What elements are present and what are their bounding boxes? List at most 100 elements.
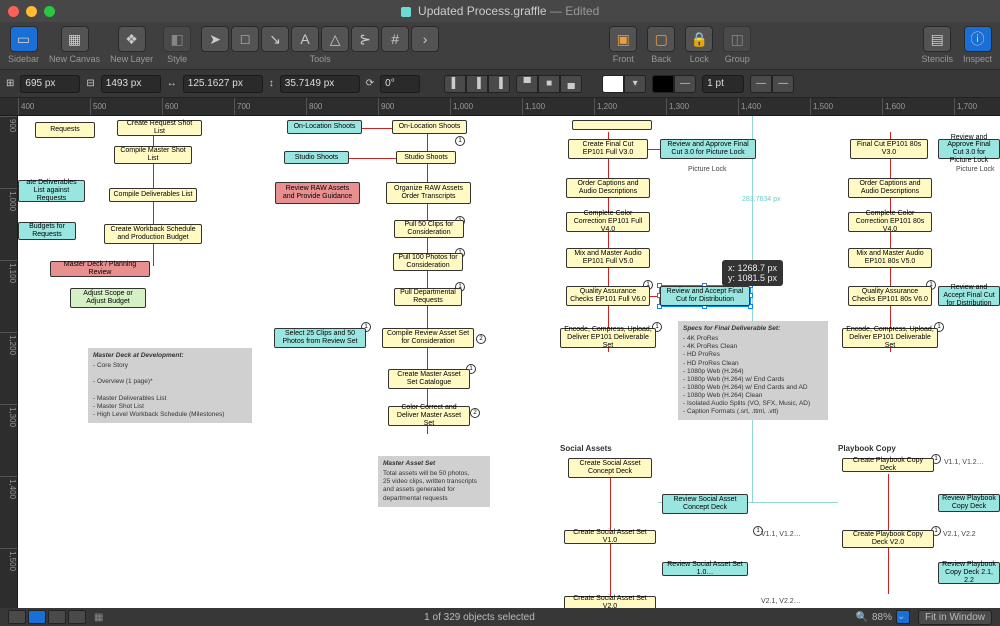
minimize-icon[interactable] [26, 6, 37, 17]
rot-input[interactable] [380, 75, 420, 93]
stroke-style[interactable]: — [674, 75, 696, 93]
stroke-color[interactable] [652, 75, 674, 93]
x-input[interactable] [20, 75, 80, 93]
guide-vertical[interactable] [752, 116, 753, 502]
flow-box-e7[interactable]: Review and Accept Final Cut for Distribu… [660, 286, 750, 306]
flow-box-c5[interactable]: ate Deliverables List against Requests [18, 180, 85, 202]
flow-box-d7[interactable]: Pull 50 Clips for Consideration [394, 220, 464, 238]
flow-box-c4[interactable]: Compile Deliverables List [109, 188, 197, 202]
flow-box-d12[interactable]: Create Master Asset Set Catalogue [388, 369, 470, 389]
view-grid[interactable] [48, 610, 66, 624]
front-button[interactable]: ▣ [609, 26, 637, 52]
flow-box-g3[interactable]: Create Social Asset Set V1.0 [564, 530, 656, 544]
canvas-tool[interactable]: # [381, 26, 409, 52]
w-input[interactable] [183, 75, 263, 93]
y-input[interactable] [101, 75, 161, 93]
flow-box-f5[interactable]: Mix and Master Audio EP101 80s V5.0 [848, 248, 932, 268]
flow-box-e2[interactable]: Review and Approve Final Cut 3.0 for Pic… [660, 139, 756, 159]
view-outline[interactable] [28, 610, 46, 624]
flow-box-g5[interactable]: Create Social Asset Set V2.0 [564, 596, 656, 608]
style-button[interactable]: ◧ [163, 26, 191, 52]
pen-tool[interactable]: △ [321, 26, 349, 52]
close-icon[interactable] [8, 6, 19, 17]
zoom-value[interactable]: 88% [872, 612, 892, 623]
align-bot[interactable]: ▄ [560, 75, 582, 93]
flow-box-d10[interactable]: Select 25 Clips and 50 Photos from Revie… [274, 328, 366, 348]
align-left[interactable]: ▌ [444, 75, 466, 93]
align-right[interactable]: ▐ [488, 75, 510, 93]
flow-box-d2[interactable]: On-Location Shoots [392, 120, 467, 134]
flow-box-f2[interactable]: Review and Approve Final Cut 3.0 for Pic… [938, 139, 1000, 159]
flow-box-d1[interactable]: On-Location Shoots [287, 120, 362, 134]
point-tool[interactable]: ⊱ [351, 26, 379, 52]
shape-tool[interactable]: □ [231, 26, 259, 52]
flow-box-f3[interactable]: Order Captions and Audio Descriptions [848, 178, 932, 198]
flow-box-c6[interactable]: Budgets for Requests [18, 222, 76, 240]
expand-tool[interactable]: › [411, 26, 439, 52]
flow-box-c7[interactable]: Create Workback Schedule and Production … [104, 224, 202, 244]
flow-box-h2[interactable]: Review Playbook Copy Deck [938, 494, 1000, 512]
ruler-vertical[interactable]: 9001,0001,1001,2001,3001,4001,500 [0, 116, 18, 608]
flow-box-e1[interactable]: Create Final Cut EP101 Full V3.0 [568, 139, 648, 159]
flow-box-d8[interactable]: Pull 100 Photos for Consideration [393, 253, 463, 271]
canvas-viewport[interactable]: 283.7634 px Social Assets Playbook Copy [18, 116, 1000, 608]
fill-type[interactable]: ▾ [624, 75, 646, 93]
zoom-icon[interactable] [44, 6, 55, 17]
flow-box-h4[interactable]: Review Playbook Copy Deck 2.1, 2.2 [938, 562, 1000, 584]
stroke-pt-input[interactable] [702, 75, 744, 93]
flow-box-d6[interactable]: Organize RAW Assets Order Transcripts [386, 182, 471, 204]
flow-box-f6[interactable]: Quality Assurance Checks EP101 80s V6.0 [848, 286, 932, 306]
zoom-stepper[interactable]: ⌄ [896, 610, 910, 624]
flow-box-g1[interactable]: Create Social Asset Concept Deck [568, 458, 652, 478]
flow-box-f4[interactable]: Complete Color Correction EP101 80s V4.0 [848, 212, 932, 232]
h-input[interactable] [280, 75, 360, 93]
flow-box-c9[interactable]: Adjust Scope or Adjust Budget [70, 288, 146, 308]
lock-button[interactable]: 🔒 [685, 26, 713, 52]
flow-box-h1[interactable]: Create Playbook Copy Deck [842, 458, 934, 472]
align-mid[interactable]: ■ [538, 75, 560, 93]
flow-box-e6[interactable]: Quality Assurance Checks EP101 Full V6.0 [566, 286, 650, 306]
stencils-button[interactable]: ▤ [923, 26, 951, 52]
fit-window-button[interactable]: Fit in Window [918, 610, 992, 625]
flow-box-d11[interactable]: Compile Review Asset Set for Considerati… [382, 328, 474, 348]
view-single[interactable] [8, 610, 26, 624]
flow-box-e5[interactable]: Mix and Master Audio EP101 Full V5.0 [566, 248, 650, 268]
align-center[interactable]: ▐ [466, 75, 488, 93]
note-n2[interactable]: Master Asset SetTotal assets will be 50 … [378, 456, 490, 507]
flow-box-d13[interactable]: Color Correct and Deliver Master Asset S… [388, 406, 470, 426]
flow-box-c1[interactable]: Requests [35, 122, 95, 138]
flow-box-d5[interactable]: Review RAW Assets and Provide Guidance [275, 182, 360, 204]
flow-box-f8[interactable]: Encode, Compress, Upload, Deliver EP101 … [842, 328, 938, 348]
flow-box-g4[interactable]: Review Social Asset Set 1.0… [662, 562, 748, 576]
canvas[interactable]: 283.7634 px Social Assets Playbook Copy [18, 116, 1000, 608]
flow-box-d4[interactable]: Studio Shoots [396, 151, 456, 164]
arrow-start[interactable]: — [750, 75, 772, 93]
flow-box-c2[interactable]: Create Request Shot List [117, 120, 202, 136]
new-canvas-button[interactable]: ▦ [61, 26, 89, 52]
ruler-horizontal[interactable]: 4005006007008009001,0001,1001,2001,3001,… [0, 98, 1000, 116]
flow-box-e3[interactable]: Order Captions and Audio Descriptions [566, 178, 650, 198]
fill-color[interactable] [602, 75, 624, 93]
line-tool[interactable]: ↘ [261, 26, 289, 52]
flow-box-e4[interactable]: Complete Color Correction EP101 Full V4.… [566, 212, 650, 232]
flow-box-f7[interactable]: Review and Accept Final Cut for Distribu… [938, 286, 1000, 306]
select-tool[interactable]: ➤ [201, 26, 229, 52]
flow-box-h3[interactable]: Create Playbook Copy Deck V2.0 [842, 530, 934, 548]
flow-box-d3[interactable]: Studio Shoots [284, 151, 349, 164]
flow-box-g2[interactable]: Review Social Asset Concept Deck [662, 494, 748, 514]
flow-box-c3[interactable]: Compile Master Shot List [114, 146, 192, 164]
note-n1[interactable]: Master Deck at Development:- Core Story … [88, 348, 252, 423]
new-layer-button[interactable]: ❖ [118, 26, 146, 52]
flow-box-e8[interactable]: Encode, Compress, Upload, Deliver EP101 … [560, 328, 656, 348]
sidebar-toggle[interactable]: ▭ [10, 26, 38, 52]
flow-box-e0[interactable] [572, 120, 652, 130]
align-top[interactable]: ▀ [516, 75, 538, 93]
view-layers[interactable] [68, 610, 86, 624]
inspect-button[interactable]: ⓘ [964, 26, 992, 52]
text-tool[interactable]: A [291, 26, 319, 52]
flow-box-c8[interactable]: Master Deck / Planning Review [50, 261, 150, 277]
flow-box-d9[interactable]: Pull Departmental Requests [394, 288, 462, 306]
group-button[interactable]: ◫ [723, 26, 751, 52]
flow-box-f1[interactable]: Final Cut EP101 80s V3.0 [850, 139, 928, 159]
note-n3[interactable]: Specs for Final Deliverable Set:- 4K Pro… [678, 321, 828, 420]
